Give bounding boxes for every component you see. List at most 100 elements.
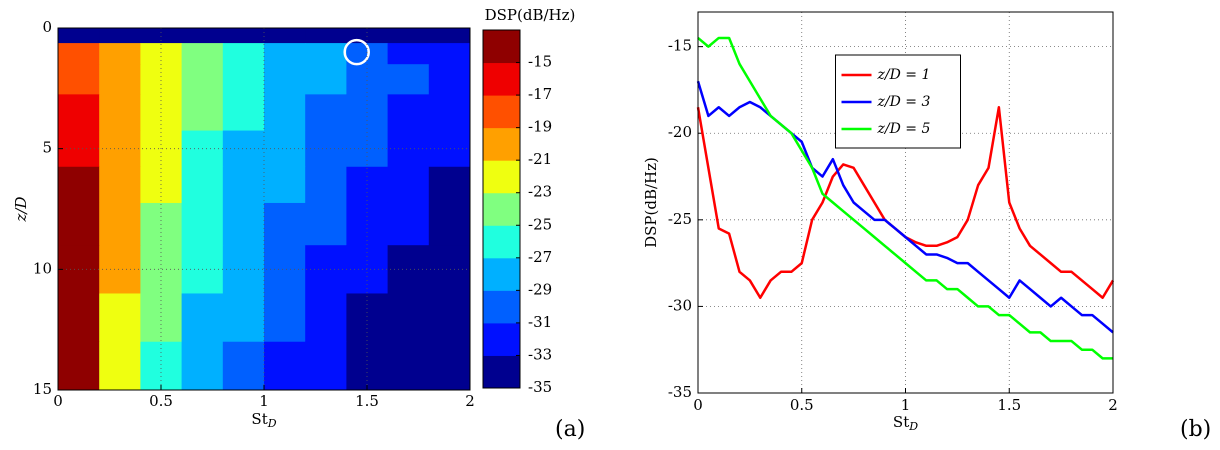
contour-cell <box>222 43 265 65</box>
contour-cell <box>264 94 306 132</box>
contour-cell <box>264 166 306 204</box>
x-tick-label: 0 <box>53 392 63 410</box>
contour-cell <box>58 94 100 132</box>
contour-cell <box>222 202 265 246</box>
colorbar-title: DSP(dB/Hz) <box>485 6 576 24</box>
colorbar-tick-label: -35 <box>528 378 552 396</box>
colorbar-tick-label: -17 <box>528 85 552 103</box>
contour-cell <box>346 64 389 95</box>
contour-cell <box>264 293 306 343</box>
highlight-ring <box>343 38 370 66</box>
contour-cell <box>264 28 306 44</box>
contour-cell <box>428 202 471 246</box>
x-tick-label: 2 <box>1108 396 1118 414</box>
x-tick-label: 0.5 <box>790 396 814 414</box>
contour-cell <box>99 64 141 95</box>
colorbar-tick-label: -31 <box>528 313 552 331</box>
contour-cell <box>99 28 141 44</box>
contour-cell <box>222 341 265 391</box>
contour-cell <box>222 166 265 204</box>
x-label-main: St <box>251 410 267 428</box>
contour-cell <box>264 43 306 65</box>
contour-cell <box>181 64 224 95</box>
contour-cell <box>222 64 265 95</box>
x-tick-label: 1.5 <box>997 396 1021 414</box>
colorbar-tick-label: -15 <box>528 53 552 71</box>
legend-label: z/D = 5 <box>877 121 931 137</box>
panel-b: 0 0.5 1 1.5 2 -35 -30 -25 -20 -15 z/D = 1 z/D = 3 z/… <box>642 11 1211 442</box>
x-tick-label: 0 <box>693 396 703 414</box>
contour-cell <box>140 28 183 44</box>
x-tick-label: 0.5 <box>149 392 173 410</box>
contour-cell <box>387 64 430 95</box>
y-tick-label: -25 <box>668 210 692 228</box>
contour-cell <box>428 245 471 294</box>
contour-cell <box>428 43 471 65</box>
x-label-sub: D <box>267 417 277 430</box>
contour-cell <box>58 43 100 65</box>
x-axis-label: StD <box>893 413 918 433</box>
colorbar-swatch <box>483 322 520 356</box>
contour-cell <box>99 341 141 391</box>
contour-cell <box>99 43 141 65</box>
colorbar-tick-label: -33 <box>528 345 552 363</box>
y-tick-label: -30 <box>668 296 692 314</box>
panel-label: (b) <box>1180 417 1211 442</box>
legend-label: z/D = 1 <box>877 67 931 83</box>
x-label-main: St <box>893 413 909 431</box>
contour-cell <box>305 64 347 95</box>
contour-cell <box>346 245 389 294</box>
y-axis-label: DSP(dB/Hz) <box>642 157 660 248</box>
colorbar-swatch <box>483 127 520 161</box>
colorbar-tick-label: -23 <box>528 183 552 201</box>
colorbar-swatch <box>483 62 520 96</box>
contour-cell <box>387 245 430 294</box>
contour-cell <box>99 94 141 132</box>
contour-cell <box>428 130 471 168</box>
contour-cell <box>428 64 471 95</box>
y-tick-label: -15 <box>668 37 692 55</box>
contour-cell <box>346 341 389 391</box>
contour-cell <box>387 130 430 168</box>
colorbar-swatch <box>483 257 520 291</box>
contour-cell <box>181 166 224 204</box>
x-tick-label: 1 <box>259 392 269 410</box>
contour-cell <box>181 28 224 44</box>
y-tick-label: 0 <box>42 18 52 36</box>
contour-cell <box>58 28 100 44</box>
colorbar-tick-label: -27 <box>528 248 552 266</box>
contour-cell <box>181 293 224 343</box>
contour-cell <box>140 293 183 343</box>
contour-cell <box>99 202 141 246</box>
colorbar-swatch <box>483 355 520 389</box>
panel-a: 0 0.5 1 1.5 2051015StDz/D-35-33-31-29-27-25-… <box>12 6 585 442</box>
contour-cell <box>58 293 100 343</box>
colorbar-tick-label: -19 <box>528 118 552 136</box>
contour-cell <box>305 293 347 343</box>
contour-cell <box>58 341 100 391</box>
colorbar-swatch <box>483 160 520 194</box>
contour-cell <box>387 166 430 204</box>
contour-cell <box>181 202 224 246</box>
contour-cell <box>58 202 100 246</box>
contour-cell <box>181 341 224 391</box>
x-label-sub: D <box>908 420 918 433</box>
x-axis-label: StD <box>251 410 276 430</box>
contour-cell <box>428 94 471 132</box>
contour-cell <box>305 94 347 132</box>
colorbar-frame <box>482 29 521 389</box>
contour-cell <box>58 64 100 95</box>
contour-cell <box>428 293 471 343</box>
colorbar-swatch <box>483 290 520 324</box>
y-tick-label: 5 <box>42 139 52 157</box>
contour-cell <box>99 166 141 204</box>
contour-cell <box>387 341 430 391</box>
contour-cell <box>99 293 141 343</box>
contour-cell <box>222 94 265 132</box>
colorbar-tick-label: -25 <box>528 215 552 233</box>
contour-cell <box>222 293 265 343</box>
colorbar-swatch <box>483 30 520 64</box>
colorbar-tick-label: -29 <box>528 280 552 298</box>
contour-cell <box>181 94 224 132</box>
